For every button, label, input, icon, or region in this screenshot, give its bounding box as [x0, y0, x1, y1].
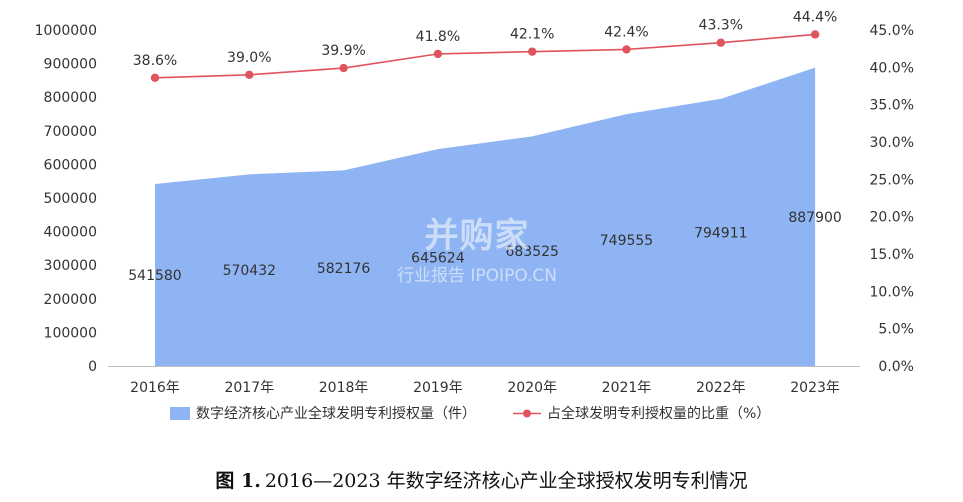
y-left-tick-label: 200000	[44, 292, 97, 308]
line-point	[528, 47, 537, 56]
legend-swatch-point	[523, 409, 531, 418]
area-series-patent-count	[155, 67, 816, 367]
y-right-tick-label: 15.0%	[870, 247, 914, 263]
legend: 数字经济核心产业全球发明专利授权量（件） 占全球发明专利授权量的比重（%）	[170, 405, 770, 422]
x-tick-label: 2021年	[602, 380, 652, 396]
area-data-label: 570432	[223, 263, 276, 279]
area-data-label: 582176	[317, 261, 371, 277]
line-point	[339, 63, 348, 73]
y-left-tick-label: 400000	[44, 225, 97, 241]
y-right-tick-label: 30.0%	[870, 135, 914, 151]
legend-swatch-area	[170, 407, 190, 420]
y-left-tick-label: 700000	[44, 124, 97, 140]
line-point	[622, 45, 631, 54]
x-tick-label: 2018年	[319, 380, 369, 396]
y-left-tick-label: 1000000	[35, 23, 97, 39]
y-left-tick-label: 0	[88, 359, 97, 375]
data-label-layer: 38.6% 39.0% 39.9% 41.8% 42.1% 42.4% 43.3% 44.4%…	[128, 9, 842, 284]
y-right-tick-label: 0.0%	[878, 359, 914, 375]
y-left-tick-label: 900000	[44, 57, 97, 73]
line-point	[716, 38, 725, 47]
x-tick-label: 2023年	[790, 380, 840, 396]
y-right-tick-label: 25.0%	[870, 172, 914, 188]
line-point	[150, 73, 160, 82]
line-data-label: 39.0%	[227, 50, 271, 66]
y-right-tick-label: 10.0%	[870, 284, 914, 300]
y-left-tick-label: 300000	[44, 258, 97, 274]
line-data-label: 42.1%	[510, 27, 554, 43]
line-layer	[150, 30, 820, 82]
x-tick-label: 2019年	[413, 380, 463, 396]
y-right-tick-label: 45.0%	[870, 23, 914, 39]
x-tick-label: 2017年	[224, 380, 274, 396]
figure-caption: 图 1. 2016—2023 年数字经济核心产业全球授权发明专利情况	[0, 466, 963, 493]
line-point	[810, 30, 820, 39]
line-series-share	[154, 33, 816, 79]
legend-label-area: 数字经济核心产业全球发明专利授权量（件）	[196, 405, 476, 422]
area-data-label: 683525	[505, 244, 558, 260]
chart-svg: 2016年 2017年 2018年 2019年 2020年 2021年 2022年 2023年…	[35, 9, 914, 422]
y-left-tick-label: 800000	[44, 90, 97, 106]
x-tick-label: 2016年	[130, 380, 180, 396]
area-data-label: 645624	[411, 251, 465, 267]
area-data-label: 541580	[128, 268, 181, 284]
line-data-label: 43.3%	[699, 18, 743, 34]
area-layer	[155, 67, 816, 367]
line-data-label: 42.4%	[604, 24, 648, 40]
line-data-label: 41.8%	[416, 29, 460, 45]
y-right-tick-label: 5.0%	[878, 322, 914, 338]
line-data-label: 38.6%	[133, 53, 177, 69]
caption-text: 2016—2023 年数字经济核心产业全球授权发明专利情况	[264, 470, 748, 492]
x-tick-label: 2020年	[507, 380, 557, 396]
line-data-label: 39.9%	[321, 43, 365, 59]
y-right-tick-label: 20.0%	[870, 210, 914, 226]
area-data-label: 794911	[694, 225, 747, 241]
y-right-tick-label: 40.0%	[870, 60, 914, 76]
line-point	[245, 70, 254, 80]
caption-lead: 图 1.	[215, 470, 261, 492]
legend-label-line: 占全球发明专利授权量的比重（%）	[547, 405, 770, 422]
x-tick-label: 2022年	[696, 380, 746, 396]
area-data-label: 749555	[600, 233, 653, 249]
y-left-tick-label: 100000	[44, 325, 97, 341]
line-point	[433, 49, 443, 59]
y-left-tick-label: 500000	[44, 191, 97, 207]
area-data-label: 887900	[788, 210, 841, 226]
y-right-tick-label: 35.0%	[870, 98, 914, 114]
line-data-label: 44.4%	[793, 9, 837, 25]
axes-layer: 2016年 2017年 2018年 2019年 2020年 2021年 2022年 2023年…	[35, 23, 914, 396]
y-left-tick-label: 600000	[44, 157, 97, 173]
